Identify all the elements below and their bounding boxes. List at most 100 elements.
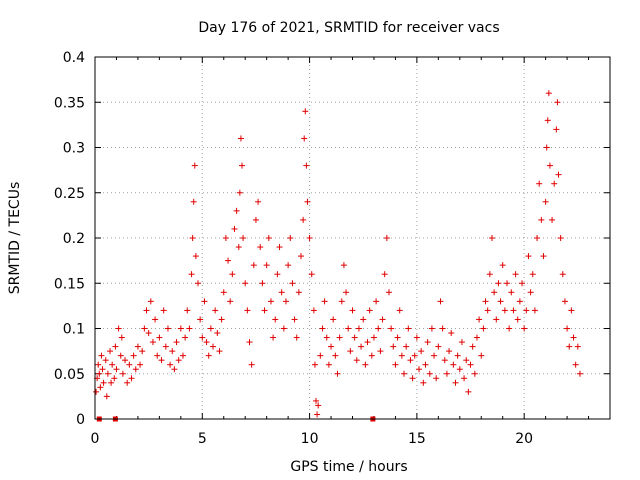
data-point (205, 352, 212, 359)
data-point (467, 361, 474, 368)
data-point (486, 271, 493, 278)
data-point (480, 325, 487, 332)
data-points (93, 90, 583, 418)
data-point (379, 316, 386, 323)
data-point (411, 352, 418, 359)
data-point (360, 316, 367, 323)
data-point (519, 280, 526, 287)
data-point (134, 343, 141, 350)
x-axis-label: GPS time / hours (290, 459, 407, 475)
data-point (314, 411, 321, 418)
data-point (98, 352, 105, 359)
data-point (323, 334, 330, 341)
data-point (549, 216, 556, 223)
data-point (119, 370, 126, 377)
data-point (463, 357, 470, 364)
data-point (100, 379, 107, 386)
data-point (191, 162, 198, 169)
data-point (252, 216, 259, 223)
data-point (555, 171, 562, 178)
data-point (192, 253, 199, 260)
data-point (345, 325, 352, 332)
data-point (177, 325, 184, 332)
data-point (388, 325, 395, 332)
data-point (207, 325, 214, 332)
data-point (401, 370, 407, 377)
data-point (203, 339, 210, 346)
data-point (291, 316, 298, 323)
data-point (319, 325, 326, 332)
data-point (93, 388, 100, 395)
data-point (546, 162, 553, 169)
data-point (179, 352, 186, 359)
data-point (377, 348, 384, 355)
data-point (534, 235, 541, 241)
data-point (212, 307, 219, 314)
data-point (222, 235, 229, 241)
data-point (536, 180, 543, 187)
data-point (263, 262, 270, 269)
data-point (458, 339, 465, 346)
data-point (495, 280, 502, 287)
data-point (233, 207, 240, 214)
y-tick-label: 0.3 (63, 141, 85, 157)
data-point (435, 343, 442, 350)
data-point (362, 361, 369, 368)
data-point (310, 307, 317, 314)
x-tick-label: 0 (91, 431, 100, 447)
data-point (240, 235, 247, 241)
data-point (99, 366, 106, 373)
data-point (220, 289, 227, 296)
data-point (189, 235, 196, 241)
data-point (525, 253, 532, 260)
data-point (197, 316, 204, 323)
data-point (126, 361, 133, 368)
data-point (385, 289, 392, 296)
data-point (484, 307, 491, 314)
data-point (238, 162, 245, 169)
data-point (321, 298, 328, 305)
data-point (308, 271, 315, 278)
data-point (420, 379, 427, 386)
data-point (433, 375, 440, 382)
data-point (543, 144, 550, 151)
data-point (145, 330, 152, 337)
axis-ticks: 0 5 10 15 20 0 0.05 0.1 0.15 0.2 0.25 0.3 0.35 0.4 (54, 50, 610, 447)
data-point (122, 357, 129, 364)
y-tick-label: 0.25 (54, 186, 85, 202)
data-point (340, 262, 347, 269)
data-point (461, 375, 468, 382)
data-point (527, 289, 534, 296)
data-point (373, 298, 380, 305)
x-tick-label: 5 (198, 431, 207, 447)
data-point (328, 343, 335, 350)
data-point (325, 361, 332, 368)
data-point (431, 352, 438, 359)
data-point (267, 298, 274, 305)
data-point (336, 334, 343, 341)
data-point (553, 126, 560, 133)
data-point (218, 316, 225, 323)
data-point (130, 352, 137, 359)
y-tick-label: 0.4 (63, 50, 85, 66)
data-point (499, 262, 506, 269)
data-point (542, 198, 549, 205)
data-point (311, 361, 318, 368)
data-point (270, 334, 277, 341)
data-point (285, 262, 292, 269)
data-point (229, 271, 236, 278)
data-point (143, 307, 150, 314)
data-point (103, 393, 110, 400)
data-point (246, 339, 253, 346)
data-point (482, 298, 489, 305)
x-tick-label: 15 (408, 431, 426, 447)
data-point (118, 334, 125, 341)
data-point (413, 334, 420, 341)
data-point (368, 352, 375, 359)
data-point (112, 343, 119, 350)
data-point (454, 352, 461, 359)
data-point (409, 375, 416, 382)
data-point (343, 289, 350, 296)
data-point (152, 316, 159, 323)
